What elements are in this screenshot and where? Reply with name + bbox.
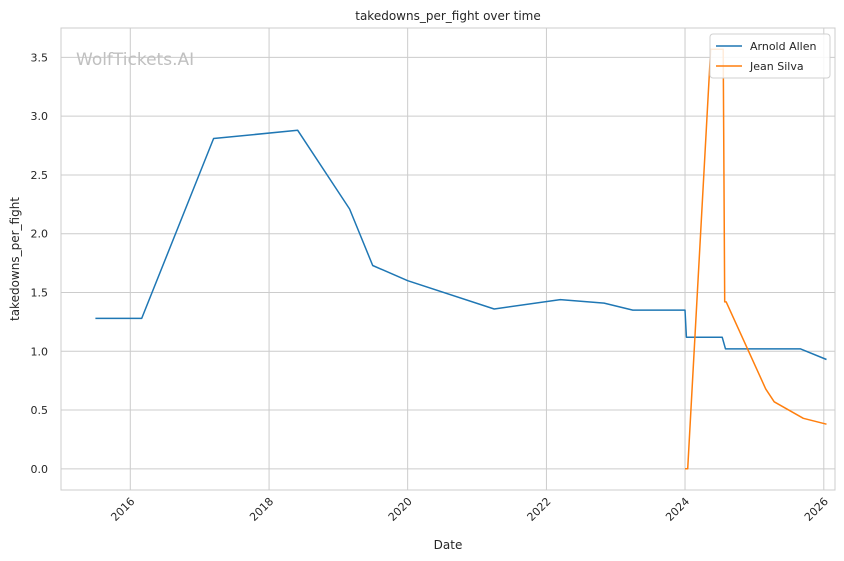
- series-line-0: [95, 129, 827, 361]
- y-tick-label: 1.5: [31, 287, 49, 300]
- x-tick-label: 2016: [108, 495, 137, 524]
- plot-frame: [60, 27, 836, 491]
- y-tick-label: 1.0: [31, 345, 49, 358]
- y-tick-label: 0.5: [31, 404, 49, 417]
- chart-title: takedowns_per_fight over time: [355, 9, 541, 23]
- series-lines: [95, 48, 827, 470]
- y-tick-label: 2.5: [31, 169, 49, 182]
- y-tick-label: 2.0: [31, 228, 49, 241]
- x-tick-label: 2020: [386, 495, 415, 524]
- legend: Arnold Allen Jean Silva: [709, 33, 831, 79]
- y-axis-label: takedowns_per_fight: [8, 197, 22, 321]
- x-tick-label: 2022: [525, 495, 554, 524]
- y-tick-label: 3.0: [31, 110, 49, 123]
- x-tick-label: 2026: [802, 495, 831, 524]
- grid: [61, 28, 835, 490]
- watermark: WolfTickets.AI: [76, 50, 194, 70]
- series-line-1: [685, 48, 827, 470]
- x-tick-label: 2018: [247, 495, 276, 524]
- legend-label: Jean Silva: [749, 60, 804, 73]
- x-tick-label: 2024: [663, 495, 692, 524]
- legend-label: Arnold Allen: [750, 40, 816, 53]
- y-tick-label: 0.0: [31, 463, 49, 476]
- legend-box: [709, 33, 831, 79]
- y-tick-label: 3.5: [31, 51, 49, 64]
- x-axis-label: Date: [434, 538, 463, 552]
